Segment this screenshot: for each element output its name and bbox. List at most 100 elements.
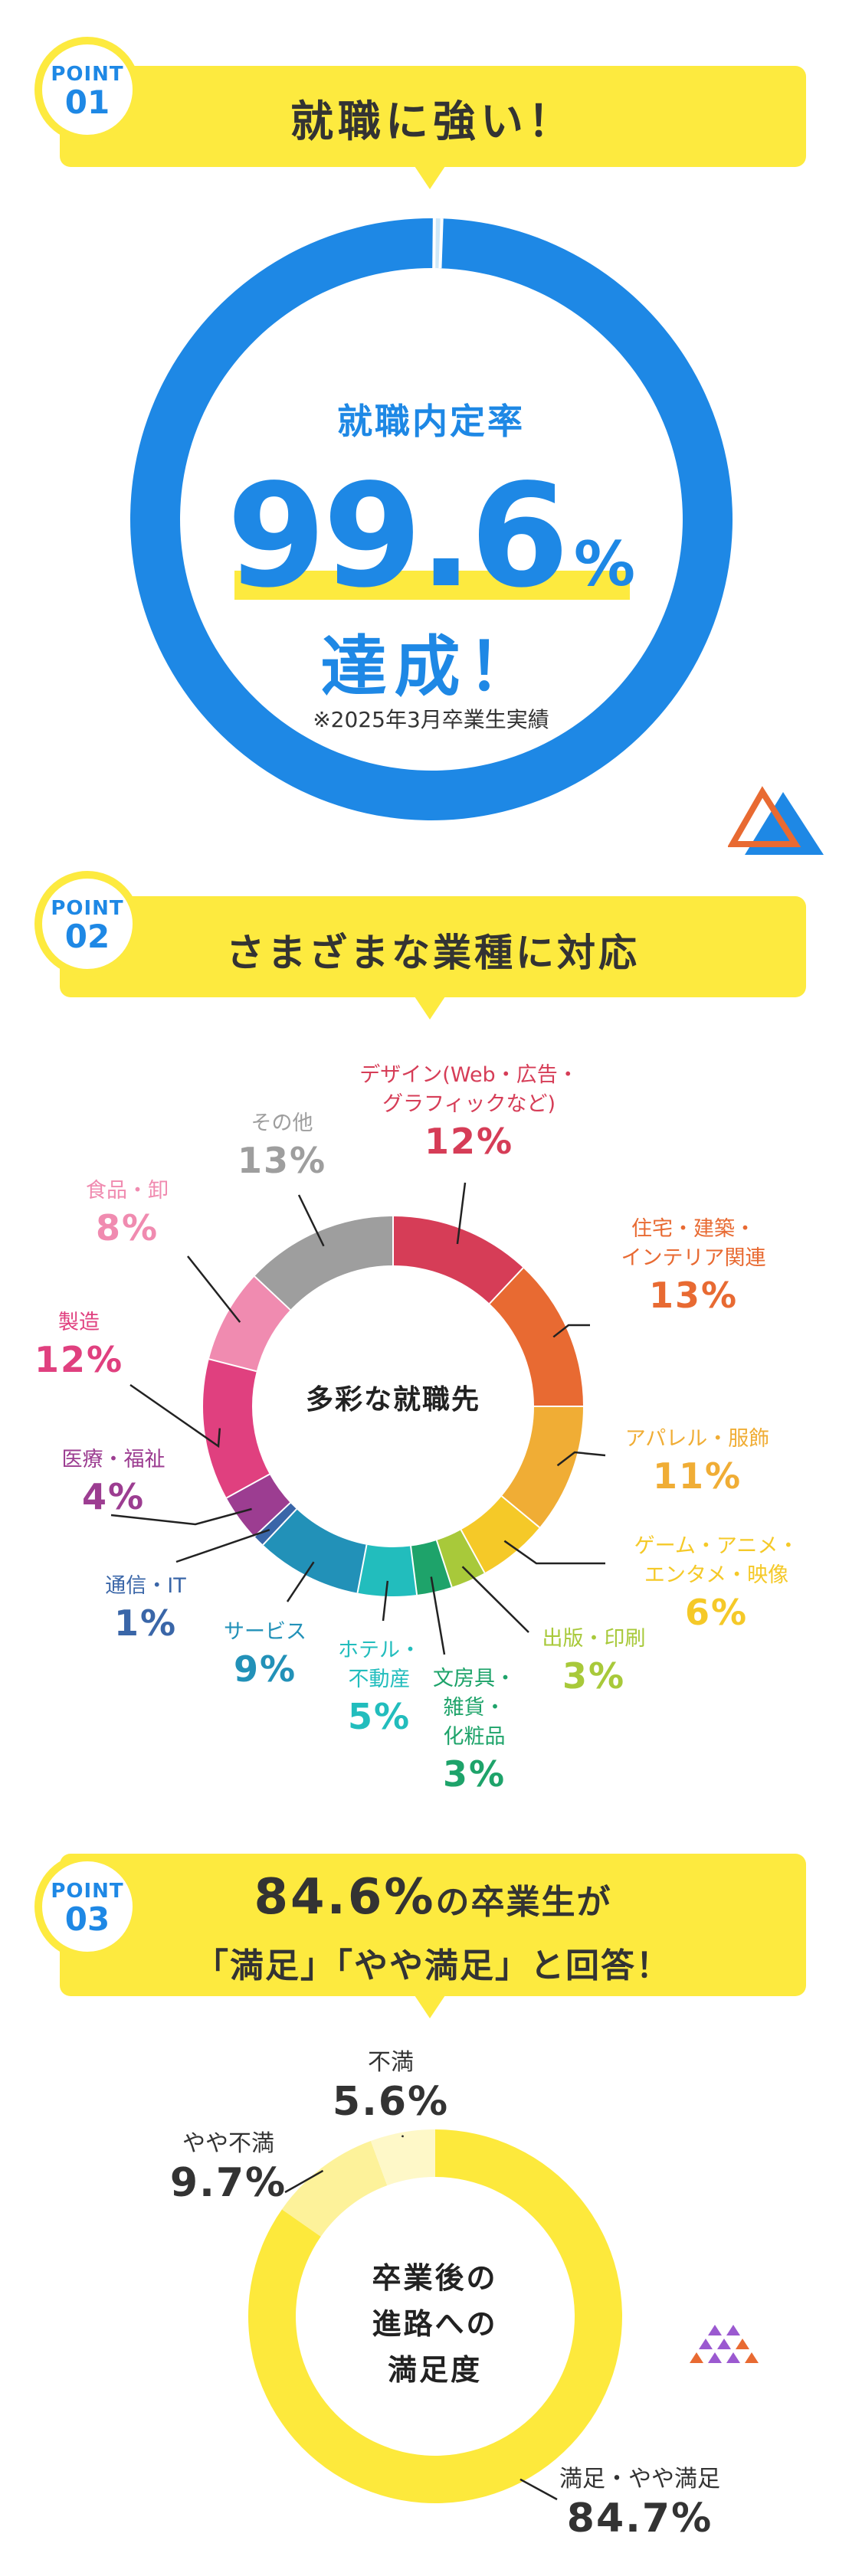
industry-label-12: その他 13% <box>238 1109 326 1183</box>
center-line-2: 進路への <box>372 2307 498 2341</box>
industry-name: 製造 <box>57 1311 100 1334</box>
industry-percent: 9% <box>233 1648 297 1690</box>
small-triangle <box>726 2352 740 2363</box>
industry-percent: 11% <box>652 1455 742 1497</box>
industry-label-4: 出版・印刷 3% <box>542 1625 646 1698</box>
small-triangle <box>708 2352 722 2363</box>
industry-name: 化粧品 <box>443 1725 506 1749</box>
industry-segment-5 <box>411 1540 452 1596</box>
point2-banner: さまざまな業種に対応 <box>60 896 806 997</box>
industry-name: インテリア関連 <box>621 1246 766 1270</box>
industry-label-5: 文房具・雑貨・化粧品 3% <box>433 1664 516 1796</box>
industry-name: 出版・印刷 <box>542 1627 646 1651</box>
industry-percent: 3% <box>562 1655 626 1697</box>
center-line-1: 卒業後の <box>372 2261 498 2295</box>
point3-banner-tail <box>415 1995 445 2018</box>
badge-number: 02 <box>64 918 110 955</box>
industry-segment-6 <box>357 1544 418 1596</box>
industry-percent: 3% <box>442 1753 506 1795</box>
point1-badge: POINT 01 <box>34 37 140 142</box>
industry-segment-1 <box>489 1268 583 1406</box>
donut-gap-0 <box>438 218 444 269</box>
small-triangle <box>690 2352 703 2363</box>
point1-title: 就職に強い！ <box>290 97 575 147</box>
badge-number: 01 <box>64 83 110 121</box>
industry-segment-2 <box>501 1406 583 1528</box>
satisfaction-center-label: 卒業後の 進路への 満足度 <box>0 2255 862 2393</box>
point3-banner: 84.6%の卒業生が 「満足」「やや満足」と回答！ <box>60 1854 806 1996</box>
industry-separator-4 <box>460 1529 486 1573</box>
industries-donut <box>110 1182 606 1655</box>
point2-banner-tail <box>415 997 445 1020</box>
industry-name: 雑貨・ <box>443 1696 506 1720</box>
industry-leader-line-6 <box>382 1580 389 1622</box>
industry-segment-8 <box>254 1502 297 1545</box>
industry-segment-7 <box>263 1509 367 1593</box>
triangles-decoration <box>728 786 824 855</box>
small-triangle <box>736 2339 749 2349</box>
rate-unit: % <box>573 529 636 600</box>
industry-label-10: 製造 12% <box>34 1308 123 1382</box>
satisfied-percentage: 84.6% <box>254 1869 436 1926</box>
industry-percent: 8% <box>95 1207 159 1249</box>
point2-title: さまざまな業種に対応 <box>226 931 640 975</box>
point2-badge: POINT 02 <box>34 871 140 977</box>
industry-leader-line-8 <box>175 1529 270 1563</box>
industry-name: 医療・福祉 <box>61 1448 166 1471</box>
footnote: ※2025年3月卒業生実績 <box>313 707 549 732</box>
industry-segment-3 <box>460 1496 540 1573</box>
employment-rate-value: 99.6% <box>0 460 862 613</box>
industry-segment-12 <box>254 1216 393 1311</box>
point1-banner: 就職に強い！ <box>60 66 806 167</box>
industry-separator-3 <box>501 1495 540 1528</box>
industry-percent: 1% <box>113 1602 178 1644</box>
industry-leader-line-10 <box>129 1383 221 1448</box>
industry-separator-12 <box>254 1275 291 1311</box>
industry-separator-10 <box>226 1473 270 1499</box>
industry-label-9: 医療・福祉 4% <box>62 1445 166 1519</box>
industry-label-3: ゲーム・アニメ・ エンタメ・映像 6% <box>634 1532 799 1635</box>
industry-name: 通信・IT <box>105 1574 186 1598</box>
industry-name: グラフィックなど) <box>382 1092 556 1116</box>
small-triangle <box>726 2325 740 2335</box>
industry-name: 住宅・建築・ <box>631 1217 755 1241</box>
satisfaction-category: 満足・やや満足 <box>559 2466 720 2493</box>
satisfaction-label-1: やや不満 9.7% <box>170 2129 287 2208</box>
satisfaction-label-0: 満足・やや満足 84.7% <box>559 2465 720 2543</box>
industry-name: 食品・卸 <box>86 1179 169 1203</box>
industry-label-11: 食品・卸 8% <box>86 1177 169 1250</box>
industry-label-6: ホテル・ 不動産 5% <box>338 1636 421 1739</box>
rate-number: 99.6 <box>226 453 569 619</box>
industry-segment-4 <box>436 1530 485 1587</box>
industry-name: その他 <box>251 1111 313 1135</box>
industry-percent: 13% <box>648 1275 739 1316</box>
industry-separator-9 <box>254 1502 291 1537</box>
achievement-text: 達成！ <box>320 629 542 705</box>
industry-label-1: 住宅・建築・ インテリア関連 13% <box>621 1215 766 1317</box>
badge-label: POINT <box>51 63 124 86</box>
industry-name: 文房具・ <box>433 1667 516 1691</box>
satisfaction-percent: 9.7% <box>169 2160 287 2206</box>
industry-leader-line-12 <box>297 1194 325 1247</box>
satisfaction-leader-line-1 <box>284 2169 324 2194</box>
industry-leader-line-11 <box>187 1255 241 1323</box>
industry-separator-8 <box>262 1508 297 1546</box>
industry-percent: 6% <box>684 1592 749 1633</box>
satisfaction-label-2: 不満 5.6% <box>333 2048 449 2126</box>
industry-name: デザイン(Web・広告・ <box>359 1063 578 1087</box>
industry-separator-7 <box>356 1544 368 1593</box>
industry-label-0: デザイン(Web・広告・ グラフィックなど) 12% <box>359 1061 578 1164</box>
industry-separator-11 <box>208 1358 257 1373</box>
employment-rate-label: 就職内定率 <box>337 401 525 442</box>
industry-leader-line-3 <box>503 1540 605 1565</box>
small-triangle <box>708 2325 722 2335</box>
small-triangle <box>745 2352 759 2363</box>
title-suffix: の卒業生が <box>435 1883 612 1922</box>
satisfaction-segment-2 <box>370 2129 435 2186</box>
industry-percent: 12% <box>424 1121 514 1162</box>
industry-separator-5 <box>435 1540 453 1588</box>
industry-label-8: 通信・IT 1% <box>105 1572 185 1645</box>
badge-number: 03 <box>64 1900 110 1938</box>
satisfaction-category: やや不満 <box>182 2130 274 2157</box>
industry-leader-line-5 <box>430 1576 446 1655</box>
